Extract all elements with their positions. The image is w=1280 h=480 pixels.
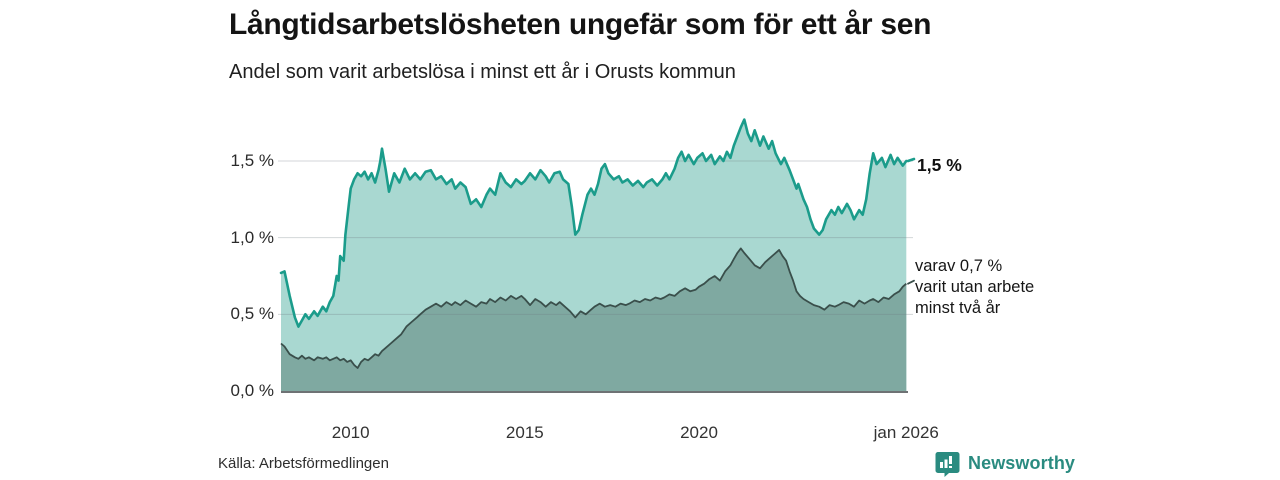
newsworthy-icon — [935, 451, 960, 477]
x-tick-label: 2015 — [505, 423, 544, 442]
y-tick-label: 0,5 % — [230, 304, 274, 324]
series-annotation-two-year: varav 0,7 % varit utan arbete minst två … — [915, 256, 1034, 319]
x-tick-label: jan 2026 — [873, 423, 939, 442]
series-end-label-total: 1,5 % — [917, 155, 962, 175]
y-tick-label: 1,0 % — [230, 227, 274, 247]
series-line-two-year — [280, 247, 907, 369]
series-area-two-year — [281, 248, 907, 391]
source-note: Källa: Arbetsförmedlingen — [218, 455, 389, 472]
x-tick-label: 2010 — [331, 423, 370, 442]
y-tick-label: 0,0 % — [230, 381, 274, 400]
newsworthy-logo: Newsworthy — [934, 449, 1075, 477]
series-line-one-year — [279, 118, 908, 328]
annotation-line: minst två år — [915, 299, 1001, 317]
page-subtitle: Andel som varit arbetslösa i minst ett å… — [229, 61, 736, 83]
annotation-line: varit utan arbete — [915, 278, 1035, 296]
annotation-line: varav 0,7 % — [915, 257, 1003, 275]
page-title: Långtidsarbetslösheten ungefär som för e… — [229, 8, 932, 41]
end-stub-one-year — [906, 157, 916, 163]
x-tick-label: 2020 — [680, 423, 718, 442]
newsworthy-wordmark: Newsworthy — [968, 452, 1076, 473]
end-stub-two-year — [907, 279, 915, 285]
y-tick-label: 1,5 % — [230, 151, 274, 170]
